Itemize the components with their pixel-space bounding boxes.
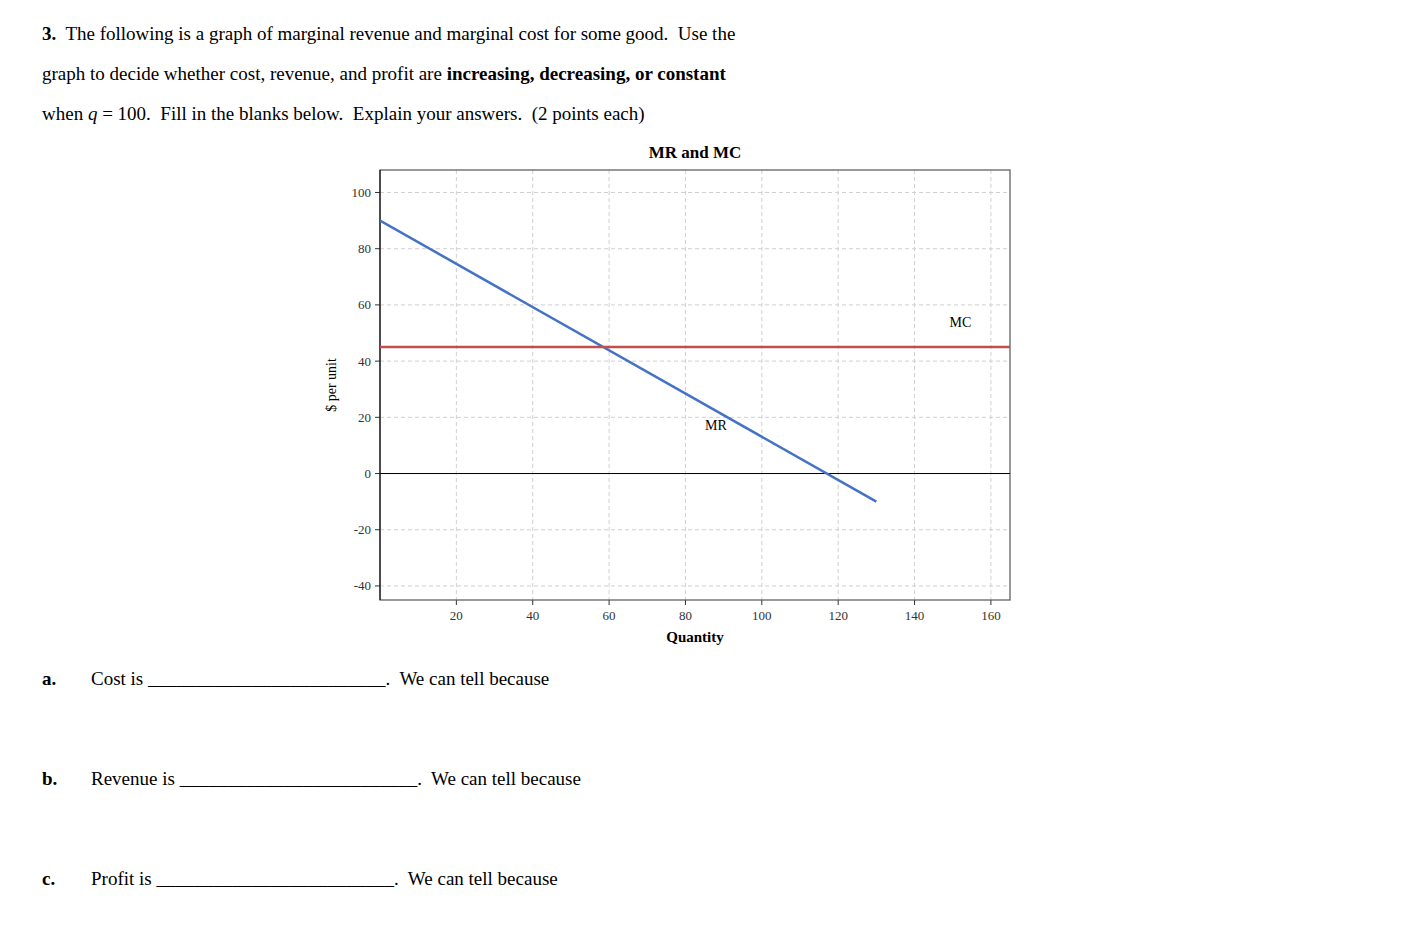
tick-label: 120 [828,608,848,623]
header-text: when [42,103,88,124]
plot-frame [380,170,1010,600]
question-text: We can tell because [390,668,549,689]
tick [375,417,380,418]
grid-line [380,304,1010,305]
tick-label: 80 [358,241,371,256]
tick-label: 80 [679,608,692,623]
header-text: 3. [42,23,56,44]
tick-label: 100 [752,608,772,623]
tick-label: 0 [365,466,372,481]
question-text: We can tell because [422,768,581,789]
question-label: a. [42,668,56,689]
header-text: q [88,103,98,124]
tick [375,304,380,305]
tick [456,600,457,605]
series-line [380,221,876,502]
grid-line [380,473,1010,474]
grid [380,170,1010,600]
question: a. Cost is _________________________. We … [42,668,549,689]
question-text: We can tell because [399,868,558,889]
grid-line [380,585,1010,586]
question-text: Profit is _________________________. [91,868,399,889]
grid-line [532,170,533,600]
grid-line [761,170,762,600]
header-line: 3. The following is a graph of marginal … [42,23,735,44]
grid-line [380,248,1010,249]
tick-label: 40 [526,608,539,623]
grid-line [990,170,991,600]
grid-line [685,170,686,600]
annotation: MC [949,315,971,330]
header-text: = 100. Fill in the blanks below. Explain… [97,103,644,125]
grid-line [380,361,1010,362]
header-text: increasing, decreasing, or constant [447,63,727,84]
tick [914,600,915,605]
grid-line [456,170,457,600]
tick [532,600,533,605]
y-axis-line [380,170,381,600]
background [0,0,1404,951]
tick [609,600,610,605]
annotation: MR [705,418,727,433]
header-line: graph to decide whether cost, revenue, a… [42,63,727,84]
x-axis-line [380,473,1010,474]
question-text: Revenue is _________________________. [91,768,422,789]
header-text: The following is a graph of marginal rev… [56,23,735,44]
tick-label: -20 [354,522,371,537]
tick-label: 160 [981,608,1001,623]
question-text: Cost is _________________________. [91,668,390,689]
tick [375,361,380,362]
tick-label: 60 [358,297,371,312]
question: c. Profit is _________________________. W… [42,868,558,889]
tick [990,600,991,605]
question: b.Revenue is _________________________. … [42,768,581,789]
header-text: graph to decide whether cost, revenue, a… [42,63,447,84]
tick [375,585,380,586]
grid-line [838,170,839,600]
tick-label: -40 [354,578,371,593]
tick [375,473,380,474]
tick [761,600,762,605]
chart-title: MR and MC [649,143,742,162]
tick-label: 20 [358,410,371,425]
tick [375,192,380,193]
series-group [380,221,1010,502]
y-axis-label: $ per unit [324,358,339,412]
tick [375,248,380,249]
grid-line [380,192,1010,193]
grid-line [609,170,610,600]
tick [375,529,380,530]
tick-label: 140 [905,608,925,623]
x-axis-label: Quantity [666,629,724,645]
page: 3. The following is a graph of marginal … [0,0,1404,951]
tick-label: 60 [603,608,616,623]
series-line [380,346,1010,349]
tick-label: 100 [352,185,372,200]
question-label: c. [42,868,55,889]
header-line: when q = 100. Fill in the blanks below. … [42,103,645,125]
question-label: b. [42,768,57,789]
tick-label: 20 [450,608,463,623]
tick [838,600,839,605]
tick [685,600,686,605]
grid-line [380,417,1010,418]
tick-label: 40 [358,354,371,369]
grid-line [380,529,1010,530]
grid-line [914,170,915,600]
